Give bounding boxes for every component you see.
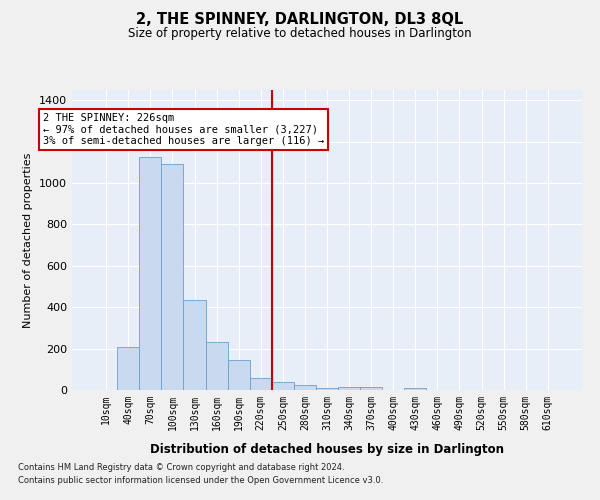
Text: 2 THE SPINNEY: 226sqm
← 97% of detached houses are smaller (3,227)
3% of semi-de: 2 THE SPINNEY: 226sqm ← 97% of detached … (43, 113, 324, 146)
Bar (404, 388, 427, 390)
Bar (184, 300, 206, 390)
Text: 2, THE SPINNEY, DARLINGTON, DL3 8QL: 2, THE SPINNEY, DARLINGTON, DL3 8QL (136, 12, 464, 28)
Bar (294, 385, 316, 390)
Bar (117, 347, 139, 390)
Bar (227, 360, 250, 390)
Text: Contains public sector information licensed under the Open Government Licence v3: Contains public sector information licen… (18, 476, 383, 485)
Bar (206, 342, 227, 390)
Text: Size of property relative to detached houses in Darlington: Size of property relative to detached ho… (128, 28, 472, 40)
Bar (338, 387, 360, 390)
Y-axis label: Number of detached properties: Number of detached properties (23, 152, 34, 328)
Text: Distribution of detached houses by size in Darlington: Distribution of detached houses by size … (150, 442, 504, 456)
Bar (360, 387, 382, 390)
Text: Contains HM Land Registry data © Crown copyright and database right 2024.: Contains HM Land Registry data © Crown c… (18, 464, 344, 472)
Bar (139, 157, 161, 390)
Bar (161, 164, 184, 390)
Bar (272, 382, 294, 390)
Bar (250, 378, 272, 390)
Bar (316, 388, 338, 390)
